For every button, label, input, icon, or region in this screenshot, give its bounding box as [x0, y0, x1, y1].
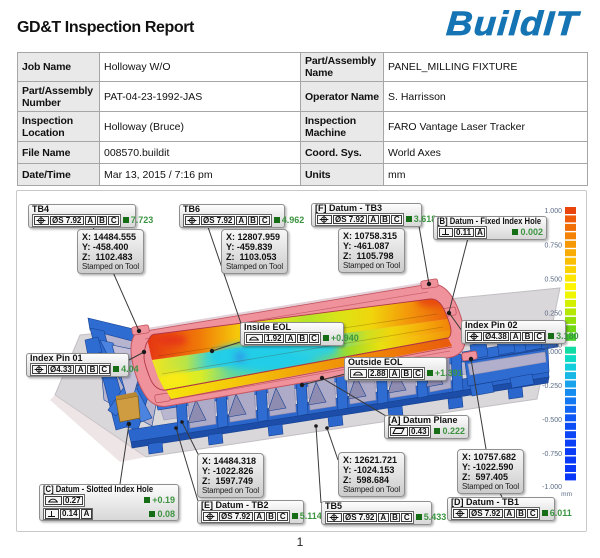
- svg-text:0.250: 0.250: [544, 311, 562, 318]
- svg-text:0.000: 0.000: [544, 343, 562, 350]
- svg-text:0.750: 0.750: [544, 243, 562, 250]
- svg-text:0.500: 0.500: [544, 277, 562, 284]
- svg-text:-0.000: -0.000: [542, 349, 562, 356]
- svg-text:-1.000: -1.000: [542, 484, 562, 491]
- svg-text:mm: mm: [561, 491, 572, 498]
- svg-text:1.000: 1.000: [544, 208, 562, 215]
- svg-text:-0.500: -0.500: [542, 417, 562, 424]
- svg-text:-0.750: -0.750: [542, 451, 562, 458]
- svg-text:-0.250: -0.250: [542, 383, 562, 390]
